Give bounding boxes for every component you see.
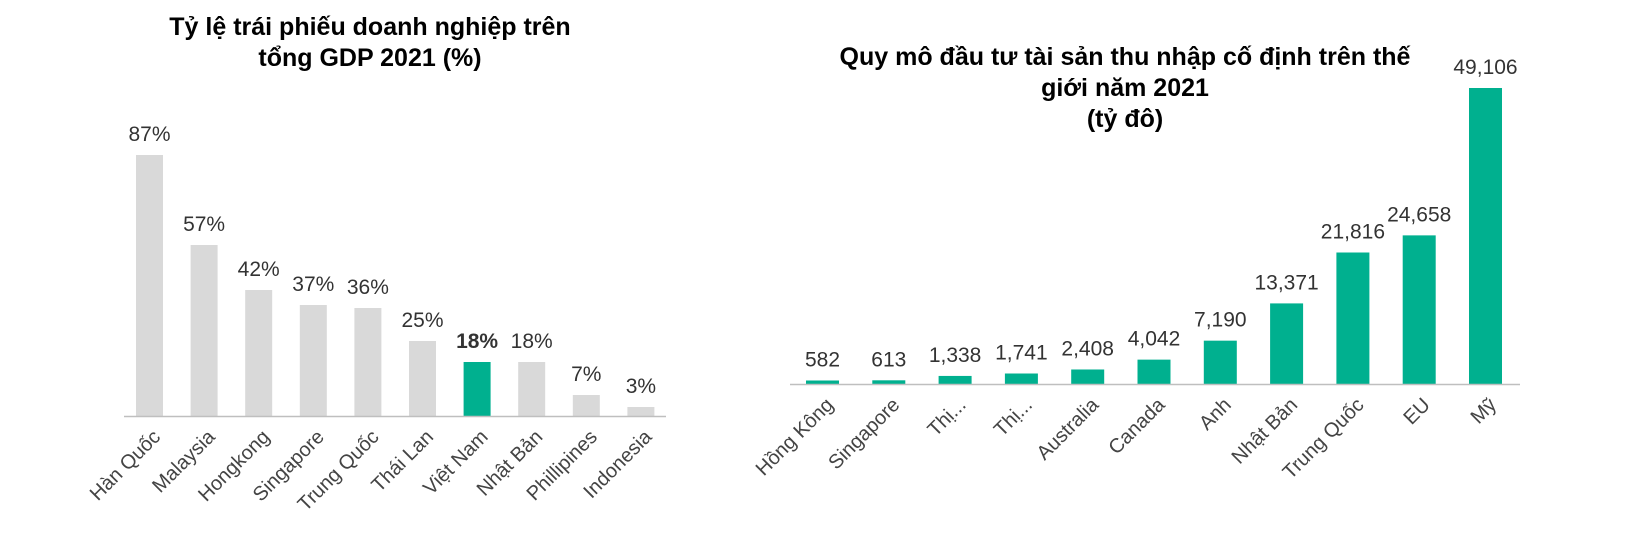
right-chart-title: Quy mô đầu tư tài sản thu nhập cố định t…: [820, 42, 1430, 135]
left-bar-5: [409, 341, 436, 416]
right-chart-title-line-1: Quy mô đầu tư tài sản thu nhập cố định t…: [839, 43, 1411, 71]
right-value-label-5: 4,042: [1128, 328, 1181, 351]
right-bar-6: [1203, 340, 1237, 384]
right-chart-title-line-3: (tỷ đô): [1086, 105, 1164, 133]
left-value-label-3: 37%: [292, 273, 334, 296]
right-value-label-9: 24,658: [1387, 203, 1451, 226]
right-category-label-10: Mỹ: [1467, 394, 1501, 428]
right-bar-9: [1402, 235, 1436, 384]
right-bar-1: [872, 380, 906, 384]
right-category-label-3: Thị...: [990, 394, 1037, 441]
left-bar-4: [354, 308, 382, 416]
left-chart-title-line-2: tổng GDP 2021 (%): [258, 44, 482, 72]
right-category-label-4: Australia: [1033, 393, 1104, 464]
right-chart-title-line-2: giới năm 2021: [1041, 74, 1209, 102]
right-category-label-1: Singapore: [824, 394, 904, 474]
right-bar-0: [806, 380, 839, 384]
left-bar-8: [572, 395, 600, 416]
left-bar-6: [463, 362, 491, 416]
right-value-label-7: 13,371: [1254, 271, 1318, 294]
left-value-label-7: 18%: [511, 330, 553, 353]
right-bar-4: [1071, 369, 1105, 384]
left-value-label-8: 7%: [571, 363, 601, 386]
right-category-label-2: Thị...: [924, 394, 971, 441]
right-value-label-0: 582: [805, 348, 840, 371]
right-bar-10: [1469, 88, 1502, 384]
left-bar-2: [245, 290, 273, 416]
right-value-label-3: 1,741: [995, 342, 1048, 365]
right-bar-5: [1137, 359, 1171, 384]
right-category-label-0: Hồng Kông: [752, 394, 838, 480]
left-bar-0: [136, 155, 163, 416]
left-chart-title: Tỷ lệ trái phiếu doanh nghiệp trên tổng …: [0, 12, 740, 74]
left-category-label-0: Hàn Quốc: [86, 426, 165, 505]
right-value-label-1: 613: [871, 348, 906, 371]
left-bar-3: [299, 305, 327, 416]
right-value-label-10: 49,106: [1453, 56, 1517, 79]
left-value-label-0: 87%: [128, 123, 170, 146]
left-value-label-6: 18%: [456, 330, 498, 353]
left-bar-7: [518, 362, 546, 416]
right-value-label-2: 1,338: [929, 344, 982, 367]
left-value-label-1: 57%: [183, 213, 225, 236]
left-chart-title-line-1: Tỷ lệ trái phiếu doanh nghiệp trên: [169, 13, 571, 41]
left-bar-1: [190, 245, 218, 416]
left-value-label-4: 36%: [347, 276, 389, 299]
right-bar-8: [1336, 252, 1370, 384]
left-bar-9: [627, 407, 655, 416]
left-value-label-9: 3%: [626, 375, 656, 398]
left-value-label-5: 25%: [401, 309, 443, 332]
right-value-label-6: 7,190: [1194, 309, 1247, 332]
right-category-label-9: EU: [1400, 394, 1435, 429]
right-bar-7: [1270, 303, 1304, 384]
right-bar-2: [938, 375, 972, 384]
right-bar-3: [1004, 373, 1038, 384]
right-category-label-5: Canada: [1104, 393, 1170, 459]
right-value-label-4: 2,408: [1061, 337, 1114, 360]
right-value-label-8: 21,816: [1321, 220, 1385, 243]
left-value-label-2: 42%: [238, 258, 280, 281]
right-category-label-6: Anh: [1195, 394, 1236, 435]
